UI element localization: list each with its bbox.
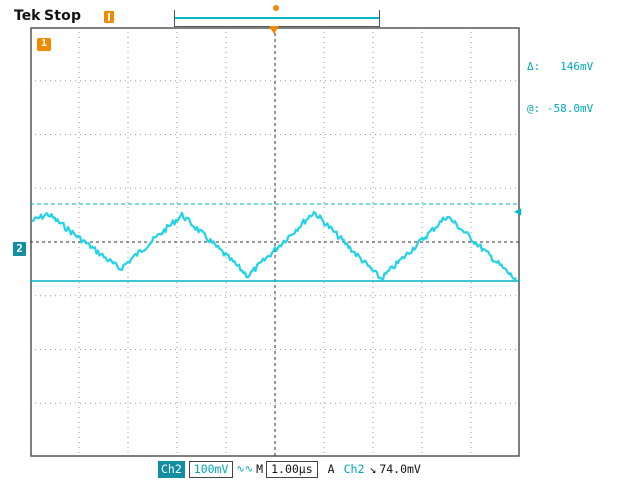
ch2-waveform-trace xyxy=(31,210,518,281)
delta-label: Δ: xyxy=(527,60,541,73)
trigger-source: Ch2 xyxy=(343,462,365,476)
time-per-div: 1.00µs xyxy=(266,460,318,478)
brand-logo: Tek xyxy=(14,8,41,24)
volts-per-div: 100mV xyxy=(188,460,234,478)
ch2-ground-marker: 2 xyxy=(13,242,26,256)
delta-value: 146mV xyxy=(560,60,594,73)
ch2-channel-badge: Ch2 xyxy=(158,460,185,478)
cursor-lines xyxy=(30,203,520,282)
trigger-time-icon xyxy=(269,26,279,34)
trigger-level-arrow-icon: ◀ xyxy=(514,204,522,218)
ch1-ground-marker: 1 xyxy=(37,38,51,51)
delta-readout: Δ: 146mV xyxy=(527,60,593,74)
coupling-icon: ∿∿ xyxy=(236,463,254,475)
at-readout: @: -58.0mV xyxy=(527,102,593,116)
cursor-readouts: Δ: 146mV @: -58.0mV xyxy=(527,32,593,144)
run-state: Stop xyxy=(44,8,82,24)
trigger-point-icon xyxy=(273,5,279,11)
status-bar: Ch2 100mV ∿∿ M 1.00µs A Ch2 ↘ 74.0mV xyxy=(158,460,421,478)
at-label: @: xyxy=(527,102,541,115)
timebase-label: M xyxy=(256,462,264,476)
graticule-display xyxy=(30,26,520,457)
trigger-level: 74.0mV xyxy=(379,462,421,476)
graticule-grid xyxy=(30,27,520,457)
trigger-position-icon xyxy=(104,11,114,23)
trigger-mode: A xyxy=(327,462,335,476)
trigger-slope-icon: ↘ xyxy=(369,462,377,476)
at-value: -58.0mV xyxy=(546,102,594,115)
